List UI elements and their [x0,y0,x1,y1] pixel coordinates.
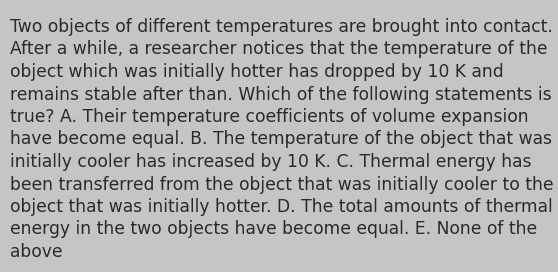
Text: initially cooler has increased by 10 K. C. Thermal energy has: initially cooler has increased by 10 K. … [10,153,532,171]
Text: object which was initially hotter has dropped by 10 K and: object which was initially hotter has dr… [10,63,504,81]
Text: true? A. Their temperature coefficients of volume expansion: true? A. Their temperature coefficients … [10,108,528,126]
Text: energy in the two objects have become equal. E. None of the: energy in the two objects have become eq… [10,221,537,239]
Text: above: above [10,243,62,261]
Text: object that was initially hotter. D. The total amounts of thermal: object that was initially hotter. D. The… [10,198,553,216]
Text: have become equal. B. The temperature of the object that was: have become equal. B. The temperature of… [10,131,552,149]
Text: Two objects of different temperatures are brought into contact.: Two objects of different temperatures ar… [10,18,553,36]
Text: remains stable after than. Which of the following statements is: remains stable after than. Which of the … [10,85,552,104]
Text: been transferred from the object that was initially cooler to the: been transferred from the object that wa… [10,175,554,193]
Text: After a while, a researcher notices that the temperature of the: After a while, a researcher notices that… [10,41,547,58]
